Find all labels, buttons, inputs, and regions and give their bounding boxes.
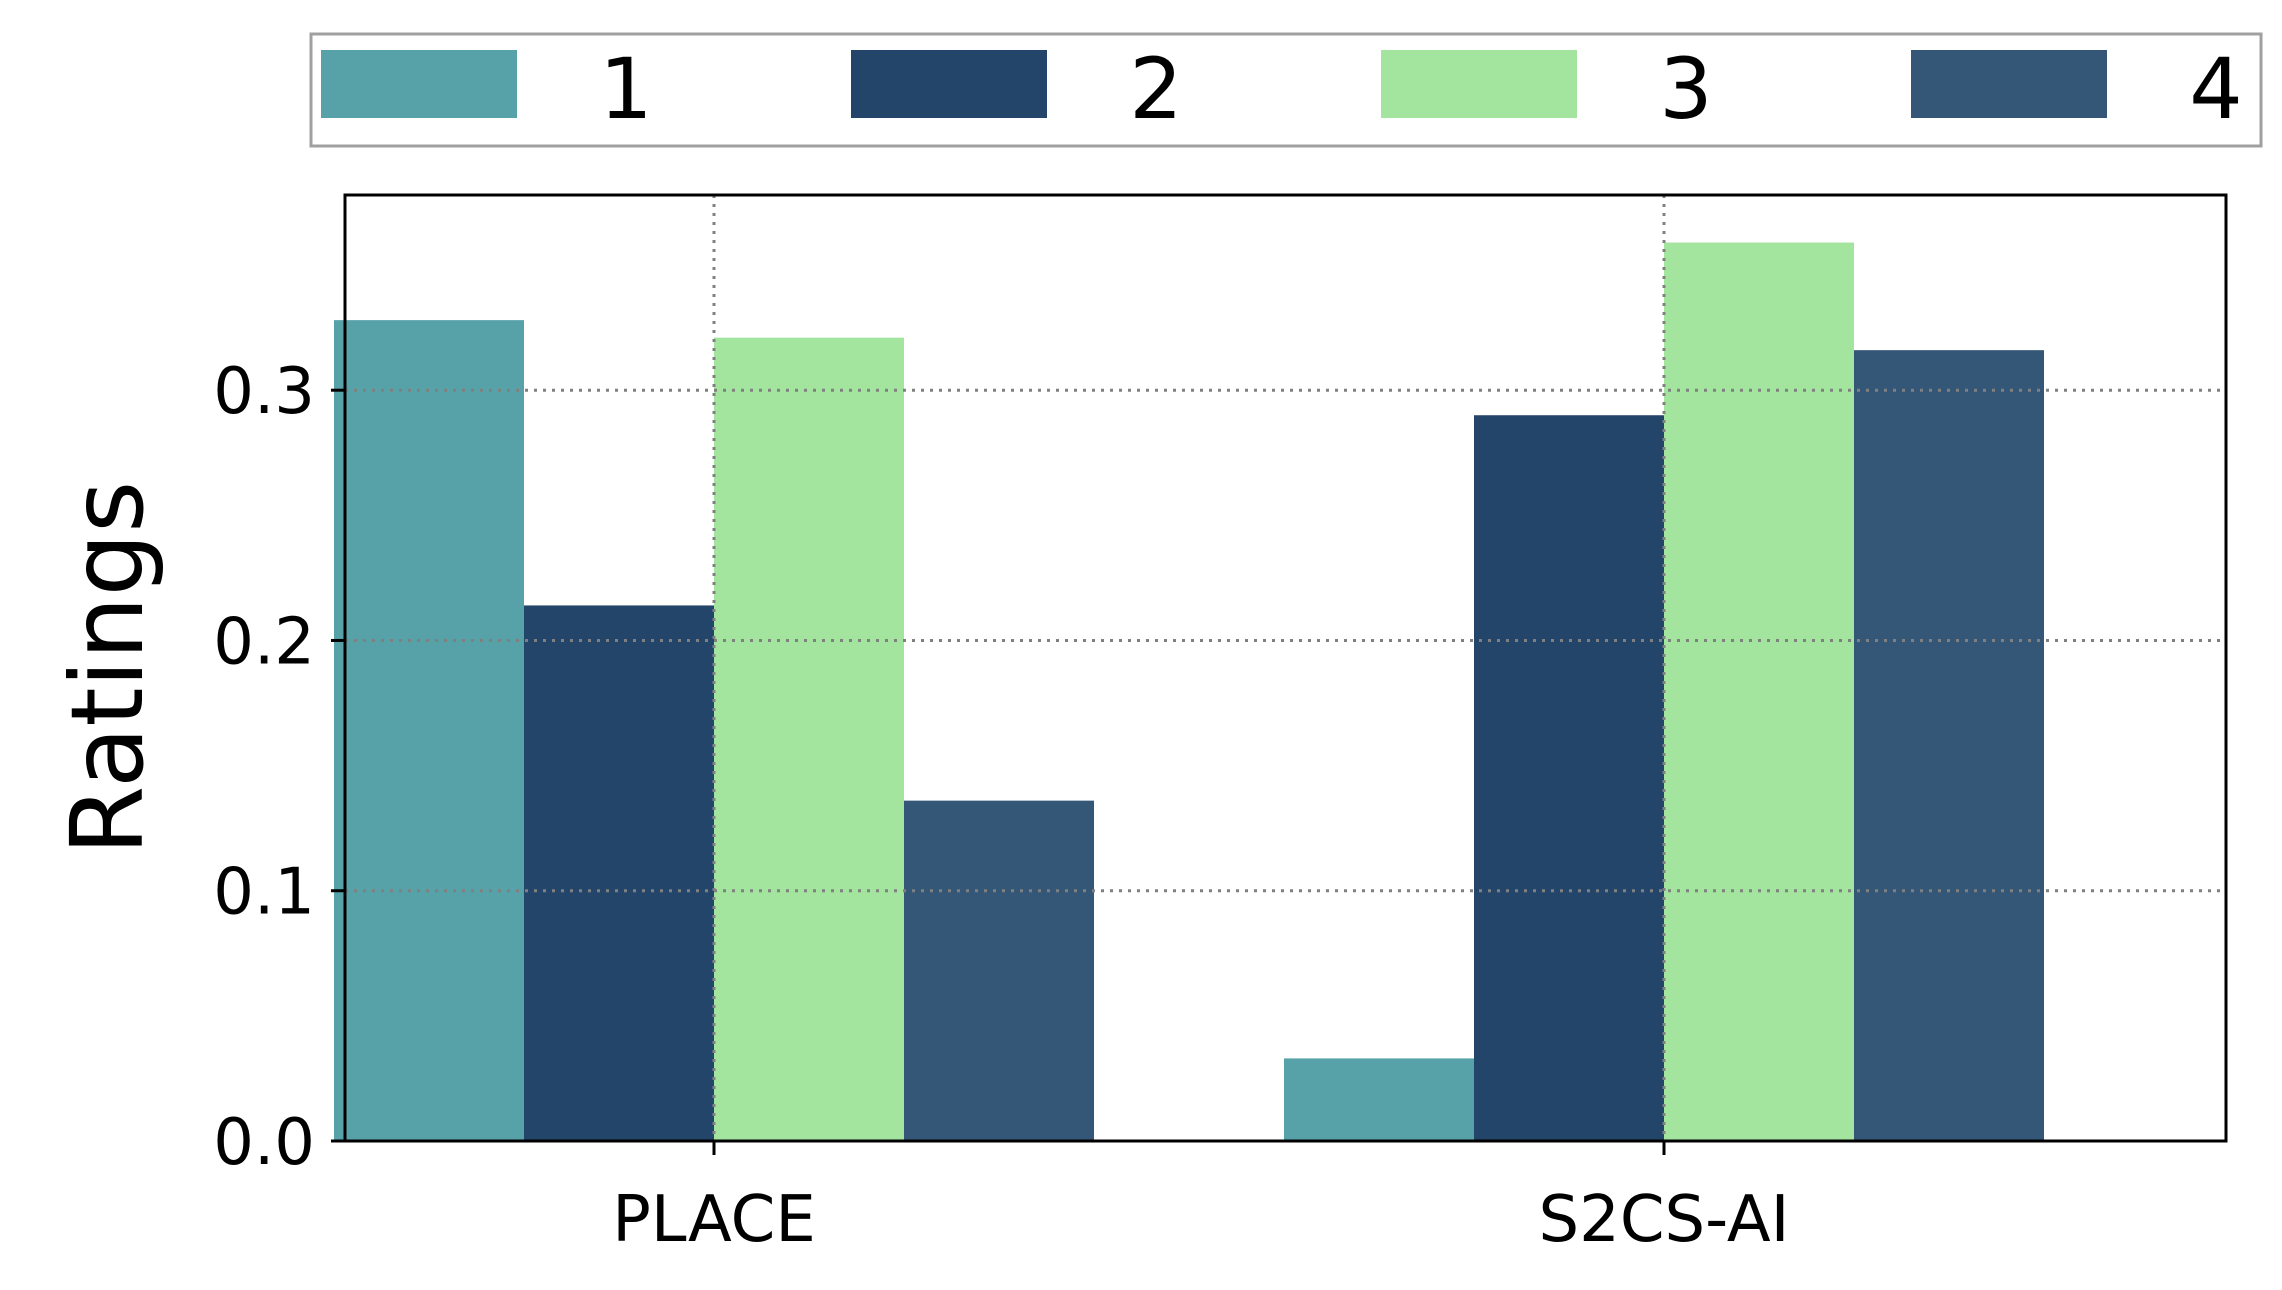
legend-swatch-1 <box>321 50 517 118</box>
bar-s2cs-ai-series-2 <box>1474 415 1664 1142</box>
bar-place-series-4 <box>904 800 1094 1141</box>
bar-s2cs-ai-series-4 <box>1854 350 2044 1141</box>
plot-frame <box>343 193 2228 1143</box>
bar-place-series-3 <box>714 337 904 1142</box>
bar-place-series-2 <box>524 605 714 1141</box>
y-axis-ticks: 0.0 0.1 0.2 0.3 <box>213 355 345 1180</box>
legend-label-1: 1 <box>599 40 652 138</box>
legend-label-2: 2 <box>1129 40 1182 138</box>
bar-place-series-1 <box>334 320 524 1141</box>
bar-s2cs-ai-series-1 <box>1284 1058 1474 1141</box>
x-tick-label-s2cs-ai: S2CS-AI <box>1539 1183 1790 1257</box>
legend: 1 2 3 4 <box>309 32 2263 148</box>
x-axis-ticks: PLACE S2CS-AI <box>612 1141 1790 1257</box>
y-axis-label: Ratings <box>49 481 166 856</box>
legend-swatch-3 <box>1381 50 1577 118</box>
legend-swatch-2 <box>851 50 1047 118</box>
y-tick-label: 0.3 <box>213 355 315 429</box>
legend-swatch-4 <box>1911 50 2107 118</box>
y-tick-label: 0.1 <box>213 856 315 930</box>
y-tick-label: 0.2 <box>213 605 315 679</box>
legend-label-3: 3 <box>1659 40 1712 138</box>
grid-lines <box>345 195 2226 1141</box>
bars <box>334 242 2044 1142</box>
bar-s2cs-ai-series-3 <box>1664 242 1854 1141</box>
y-tick-label: 0.0 <box>213 1106 315 1180</box>
x-tick-label-place: PLACE <box>612 1183 816 1257</box>
legend-label-4: 4 <box>2189 40 2242 138</box>
